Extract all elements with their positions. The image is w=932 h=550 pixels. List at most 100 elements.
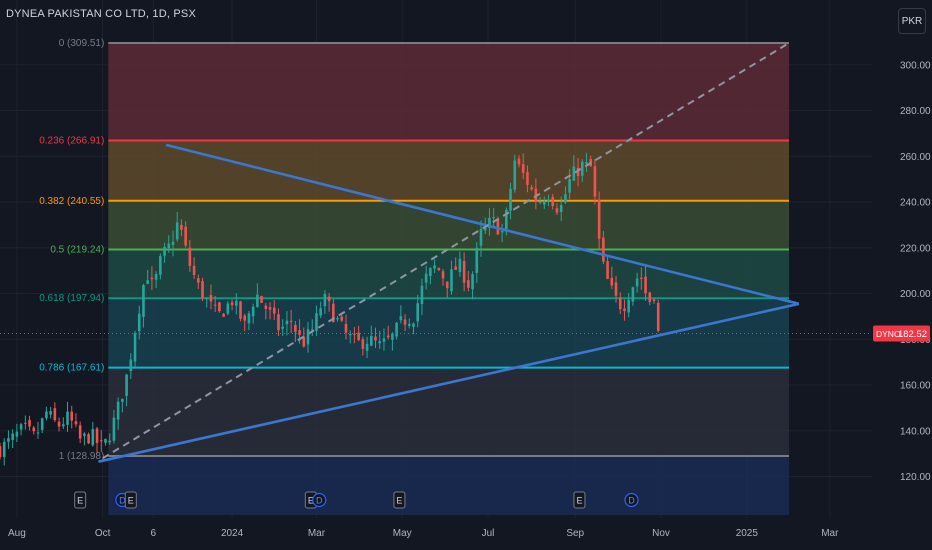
x-tick-label: Oct [95, 528, 111, 539]
candle-up [137, 313, 141, 332]
dividend-marker-label: D [119, 496, 126, 506]
candle-up [547, 199, 550, 201]
x-axis[interactable]: Aug Oct 6 2024 Mar May Jul Sep Nov 2025 Mar [8, 528, 839, 539]
candle-down [289, 320, 293, 322]
candle-up [429, 268, 432, 277]
earnings-marker [393, 491, 406, 509]
candle-down [243, 315, 247, 321]
fib-zone-0.5 [108, 249, 790, 299]
candle-down [593, 166, 597, 197]
candle-up [121, 398, 124, 402]
dividend-marker-label: D [628, 496, 635, 506]
x-tick-label: Nov [652, 528, 670, 539]
candle-down [462, 260, 466, 283]
candle-up [306, 329, 310, 345]
y-axis[interactable]: 120.00140.00160.00180.00200.00220.00240.… [872, 0, 932, 550]
candle-up [91, 429, 95, 446]
candle-up [416, 303, 420, 322]
candle-up [407, 323, 411, 326]
fib-zone-0.236 [108, 140, 790, 201]
candle-up [226, 303, 230, 314]
candlestick-series [0, 152, 660, 466]
candle-up [319, 308, 322, 316]
candle-down [57, 421, 61, 427]
candle-down [602, 237, 605, 262]
y-tick-label: 160.00 [900, 381, 931, 392]
candle-up [159, 256, 162, 275]
earnings-marker [74, 491, 87, 509]
candle-up [492, 216, 495, 219]
candle-up [251, 306, 255, 317]
candle-down [353, 333, 356, 335]
candle-down [218, 302, 221, 312]
candle-down [272, 307, 276, 314]
candle-up [285, 320, 289, 325]
x-tick-label: Mar [821, 528, 839, 539]
candle-up [146, 280, 149, 284]
candle-up [40, 418, 44, 430]
candle-down [32, 427, 36, 432]
candle-down [201, 281, 204, 299]
fib-label-0.618: 0.618 (197.94) [39, 293, 104, 304]
candle-down [340, 316, 344, 321]
candle-up [19, 424, 23, 430]
candle-up [500, 231, 504, 233]
candle-up [323, 294, 327, 307]
candle-down [150, 277, 154, 280]
trendlines[interactable] [98, 42, 800, 463]
candle-up [133, 333, 137, 362]
candle-up [49, 411, 52, 415]
candle-up [475, 247, 479, 273]
candle-down [78, 425, 82, 439]
candle-down [386, 335, 390, 338]
candle-up [450, 269, 453, 292]
candle-up [370, 335, 373, 346]
candle-up [7, 438, 10, 442]
fib-zone-0 [108, 43, 790, 141]
candle-up [281, 326, 284, 329]
fib-zone-1 [108, 456, 790, 515]
candle-down [597, 199, 601, 239]
candle-down [361, 339, 365, 349]
candle-down [260, 295, 263, 303]
candle-down [576, 167, 580, 177]
fib-label-0.382: 0.382 (240.55) [39, 196, 104, 207]
fib-zone-0.382 [108, 200, 790, 250]
y-tick-label: 220.00 [900, 243, 931, 254]
candle-down [28, 420, 31, 427]
x-tick-label: May [393, 528, 412, 539]
candle-up [568, 179, 571, 193]
candle-up [175, 222, 179, 240]
candle-up [483, 225, 487, 231]
candle-down [268, 307, 272, 310]
candle-down [230, 302, 234, 306]
candle-up [433, 265, 436, 269]
symbol-title[interactable]: DYNEA PAKISTAN CO LTD, 1D, PSX [6, 8, 196, 20]
y-axis-panel [872, 0, 932, 550]
candle-down [467, 280, 470, 288]
fib-label-0.5: 0.5 (219.24) [50, 245, 104, 256]
candle-down [437, 268, 441, 271]
candle-down [606, 261, 609, 279]
candle-up [542, 201, 546, 205]
currency-badge[interactable]: PKR [898, 8, 926, 34]
candle-up [142, 285, 145, 317]
candle-down [87, 434, 90, 444]
candle-down [610, 277, 614, 286]
trendline-lower [98, 302, 800, 463]
candle-down [95, 428, 99, 443]
candle-up [424, 273, 428, 283]
candle-up [564, 194, 567, 203]
fibonacci-retracement[interactable]: 0 (309.51) 0.236 (266.91) 0.382 (240.55) 0.… [39, 38, 790, 515]
trendline-extension [102, 42, 790, 460]
candle-down [648, 292, 652, 302]
y-tick-label: 280.00 [900, 106, 931, 117]
candle-down [623, 308, 626, 312]
candle-up [509, 188, 512, 211]
candle-down [517, 158, 521, 165]
earnings-marker-label: E [308, 496, 314, 506]
fib-label-0.786: 0.786 (167.61) [39, 363, 104, 374]
